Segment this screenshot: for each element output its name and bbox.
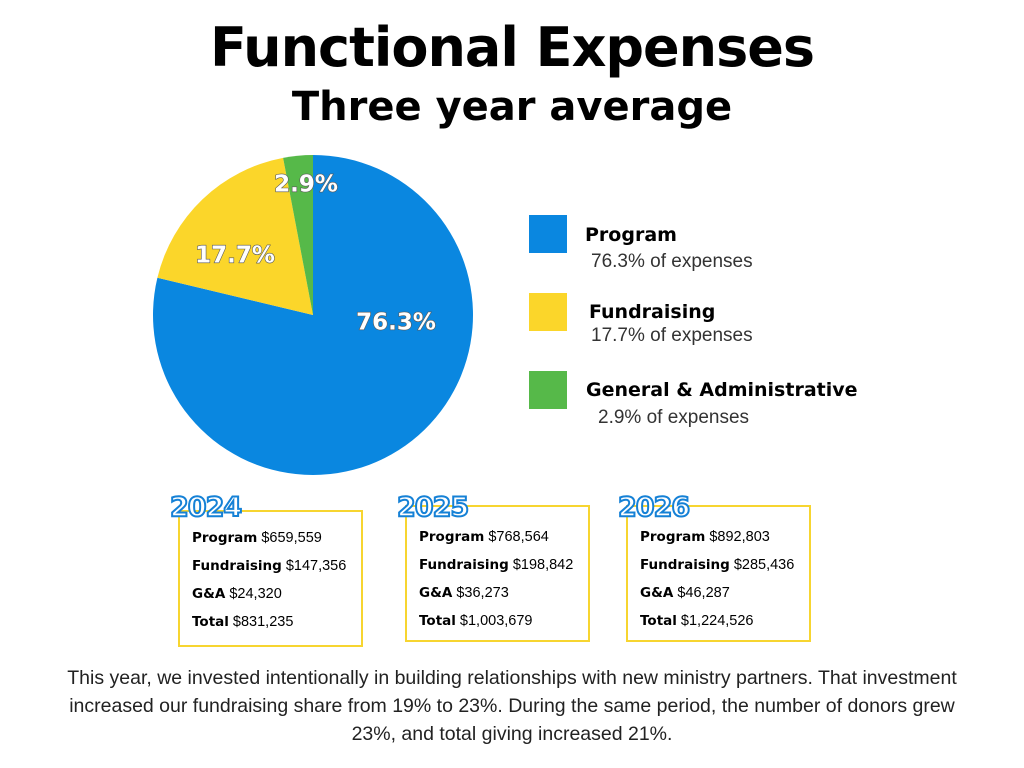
legend-label-program: Program [585,224,677,246]
year-row: Program $768,564 [419,529,549,545]
year-row: Total $831,235 [192,614,294,630]
legend-label-ga: General & Administrative [586,379,858,401]
pie-label-fundraising: 17.7% [195,243,275,269]
year-label-2025: 2025 [396,491,470,524]
year-row: Total $1,224,526 [640,613,754,629]
year-row: Total $1,003,679 [419,613,533,629]
year-box-2025: Program $768,564 Fundraising $198,842 G&… [405,505,590,642]
legend-desc-fundraising: 17.7% of expenses [591,325,753,346]
year-row: G&A $36,273 [419,585,509,601]
year-row: Fundraising $285,436 [640,557,795,573]
legend-swatch-ga [529,371,567,409]
year-row: Program $892,803 [640,529,770,545]
legend-label-fundraising: Fundraising [589,301,716,323]
year-row: Fundraising $198,842 [419,557,574,573]
year-row: G&A $24,320 [192,586,282,602]
year-box-2026: Program $892,803 Fundraising $285,436 G&… [626,505,811,642]
pie-label-program: 76.3% [356,310,436,336]
legend-desc-program: 76.3% of expenses [591,251,753,272]
legend-desc-ga: 2.9% of expenses [598,407,750,428]
chart-subtitle: Three year average [291,84,733,130]
year-label-2024: 2024 [169,491,243,524]
footer-note: This year, we invested intentionally in … [67,667,957,745]
year-box-2024: Program $659,559 Fundraising $147,356 G&… [178,510,363,647]
chart-title: Functional Expenses [209,16,815,79]
pie-label-ga: 2.9% [274,172,338,198]
year-row: G&A $46,287 [640,585,730,601]
pie-slice-fundraising [157,157,313,315]
year-label-2026: 2026 [617,491,691,524]
year-row: Program $659,559 [192,530,322,546]
legend-swatch-program [529,215,567,253]
legend-swatch-fundraising [529,293,567,331]
year-row: Fundraising $147,356 [192,558,347,574]
pie-slice-ga [283,155,313,315]
